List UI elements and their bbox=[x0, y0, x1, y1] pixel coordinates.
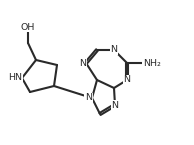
Text: N: N bbox=[111, 46, 118, 55]
Text: NH₂: NH₂ bbox=[143, 58, 161, 68]
Text: N: N bbox=[85, 94, 92, 103]
Text: HN: HN bbox=[8, 74, 22, 83]
Text: N: N bbox=[79, 58, 86, 68]
Text: OH: OH bbox=[21, 22, 35, 31]
Text: N: N bbox=[112, 100, 119, 109]
Text: N: N bbox=[124, 76, 131, 85]
